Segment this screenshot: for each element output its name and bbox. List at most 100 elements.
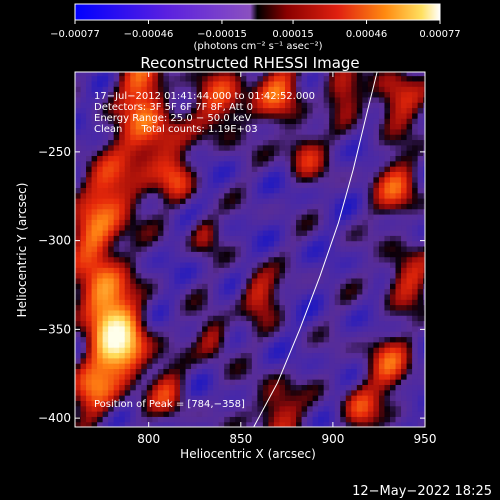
heatmap-cell: [285, 240, 292, 247]
heatmap-cell: [97, 96, 104, 103]
heatmap-cell: [423, 245, 425, 252]
heatmap-cell: [423, 341, 425, 348]
heatmap-cell: [135, 352, 142, 359]
heatmap-cell: [318, 224, 325, 231]
heatmap-cell: [384, 411, 391, 417]
heatmap-cell: [102, 214, 109, 220]
heatmap-cell: [351, 112, 358, 119]
heatmap-cell: [124, 112, 131, 119]
heatmap-cell: [86, 315, 93, 322]
heatmap-cell: [108, 251, 115, 258]
heatmap-cell: [174, 379, 181, 385]
heatmap-cell: [384, 261, 391, 268]
heatmap-cell: [224, 315, 231, 322]
heatmap-cell: [273, 315, 281, 322]
heatmap-cell: [174, 245, 181, 252]
heatmap-cell: [157, 198, 165, 204]
heatmap-cell: [207, 224, 214, 231]
heatmap-cell: [401, 309, 408, 316]
heatmap-cell: [340, 277, 347, 284]
heatmap-cell: [301, 347, 308, 354]
heatmap-cell: [290, 368, 297, 375]
heatmap-cell: [130, 368, 137, 375]
heatmap-cell: [124, 256, 131, 263]
heatmap-cell: [390, 267, 397, 274]
heatmap-cell: [113, 368, 120, 375]
heatmap-cell: [362, 166, 369, 172]
heatmap-cell: [290, 240, 297, 247]
heatmap-cell: [168, 395, 176, 401]
heatmap-cell: [307, 192, 314, 199]
heatmap-cell: [273, 267, 281, 274]
heatmap-cell: [296, 214, 303, 220]
heatmap-cell: [362, 155, 369, 162]
heatmap-cell: [152, 171, 159, 178]
heatmap-cell: [141, 150, 148, 157]
heatmap-cell: [185, 363, 192, 370]
heatmap-cell: [246, 304, 253, 311]
heatmap-cell: [191, 182, 198, 188]
heatmap-cell: [367, 235, 375, 242]
heatmap-cell: [235, 421, 242, 427]
heatmap-cell: [157, 352, 165, 359]
heatmap-cell: [124, 187, 131, 194]
heatmap-cell: [124, 160, 131, 167]
heatmap-cell: [240, 229, 247, 236]
heatmap-cell: [390, 411, 397, 417]
heatmap-cell: [97, 219, 104, 226]
heatmap-cell: [135, 91, 142, 98]
heatmap-cell: [163, 341, 170, 348]
heatmap-cell: [329, 389, 336, 396]
heatmap-cell: [218, 123, 225, 130]
heatmap-cell: [323, 123, 330, 130]
heatmap-cell: [285, 299, 292, 306]
heatmap-cell: [296, 219, 303, 226]
heatmap-cell: [146, 150, 153, 157]
heatmap-cell: [268, 128, 275, 135]
heatmap-cell: [191, 331, 198, 338]
heatmap-cell: [384, 229, 391, 236]
heatmap-cell: [340, 395, 347, 401]
heatmap-cell: [412, 261, 419, 268]
heatmap-cell: [318, 411, 325, 417]
heatmap-cell: [97, 405, 104, 412]
heatmap-cell: [108, 139, 115, 146]
heatmap-cell: [329, 80, 336, 87]
heatmap-cell: [251, 363, 258, 370]
heatmap-cell: [251, 214, 258, 220]
heatmap-cell: [390, 80, 397, 87]
heatmap-cell: [412, 176, 419, 183]
heatmap-cell: [351, 251, 358, 258]
heatmap-cell: [91, 80, 98, 87]
heatmap-cell: [401, 336, 408, 343]
heatmap-cell: [163, 304, 170, 311]
heatmap-cell: [285, 187, 292, 194]
heatmap-cell: [246, 325, 253, 332]
heatmap-cell: [207, 277, 214, 284]
heatmap-cell: [356, 144, 363, 151]
heatmap-cell: [345, 251, 352, 258]
heatmap-cell: [257, 155, 264, 162]
heatmap-cell: [174, 224, 181, 231]
heatmap-cell: [130, 395, 137, 401]
heatmap-cell: [362, 395, 369, 401]
heatmap-cell: [240, 352, 247, 359]
heatmap-cell: [262, 288, 270, 295]
heatmap-cell: [373, 208, 380, 215]
heatmap-cell: [75, 128, 82, 135]
heatmap-cell: [423, 304, 425, 311]
heatmap-cell: [174, 416, 181, 423]
heatmap-cell: [75, 112, 82, 119]
heatmap-cell: [423, 107, 425, 114]
heatmap-cell: [351, 272, 358, 279]
heatmap-cell: [417, 144, 424, 151]
heatmap-cell: [273, 176, 281, 183]
heatmap-cell: [401, 416, 408, 423]
heatmap-cell: [240, 368, 247, 375]
heatmap-cell: [224, 320, 231, 327]
heatmap-cell: [401, 150, 408, 157]
heatmap-cell: [235, 299, 242, 306]
heatmap-cell: [174, 384, 181, 391]
heatmap-cell: [174, 96, 181, 103]
heatmap-cell: [119, 134, 126, 141]
